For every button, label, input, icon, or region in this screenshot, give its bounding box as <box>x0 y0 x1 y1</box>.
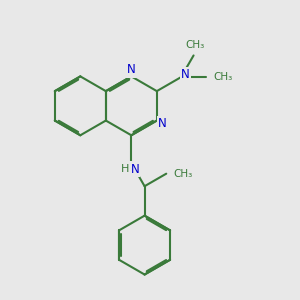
Text: H: H <box>121 164 129 174</box>
Text: CH₃: CH₃ <box>213 72 233 82</box>
Text: N: N <box>158 117 167 130</box>
Text: N: N <box>130 163 139 176</box>
Text: CH₃: CH₃ <box>185 40 205 50</box>
Text: N: N <box>127 63 136 76</box>
Text: N: N <box>181 68 190 81</box>
Text: CH₃: CH₃ <box>174 169 193 179</box>
